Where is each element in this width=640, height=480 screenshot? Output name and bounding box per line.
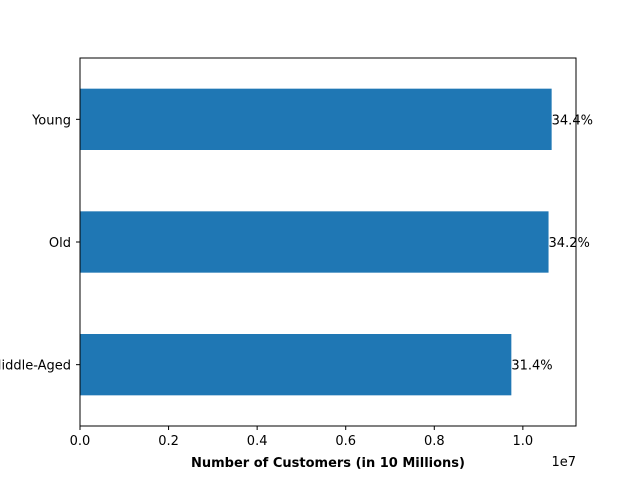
bars-group — [80, 88, 552, 396]
x-axis: 0.0 0.2 0.4 0.6 0.8 1.0 — [70, 426, 534, 449]
y-tick-label-young: Young — [31, 113, 71, 128]
bar-middle-aged — [80, 334, 512, 396]
bar-old — [80, 211, 549, 273]
data-label-young: 34.4% — [552, 113, 593, 128]
data-label-middle-aged: 31.4% — [511, 359, 552, 374]
x-tick-label: 0.2 — [158, 434, 179, 449]
x-tick-label: 0.8 — [424, 434, 445, 449]
x-tick-label: 0.4 — [247, 434, 268, 449]
data-label-old: 34.2% — [549, 236, 590, 251]
y-tick-label-middle-aged: Middle-Aged — [0, 359, 71, 374]
data-labels-group: 31.4% 34.2% 34.4% — [511, 113, 593, 373]
x-axis-offset-text: 1e7 — [551, 455, 576, 470]
bar-young — [80, 88, 552, 150]
x-tick-label: 0.0 — [70, 434, 91, 449]
y-axis: Middle-Aged Old Young — [0, 113, 80, 374]
y-tick-label-old: Old — [49, 236, 71, 251]
x-tick-label: 1.0 — [513, 434, 534, 449]
x-tick-label: 0.6 — [335, 434, 356, 449]
x-axis-title: Number of Customers (in 10 Millions) — [191, 456, 465, 471]
